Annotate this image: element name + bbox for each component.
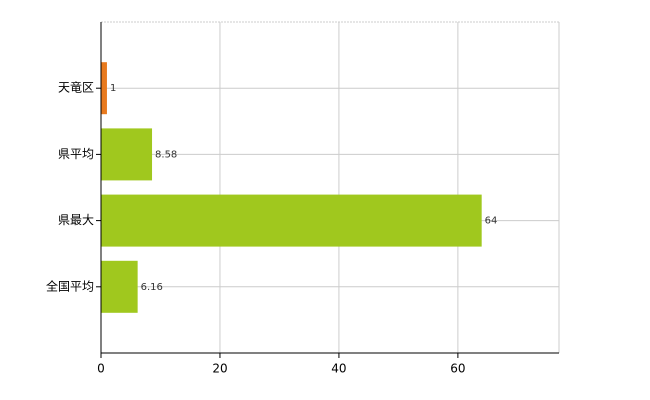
x-tick-label: 20 — [212, 362, 227, 376]
y-tick-label: 県最大 — [58, 213, 94, 227]
y-tick-label: 県平均 — [58, 147, 94, 161]
value-label: 64 — [485, 216, 498, 227]
value-label: 8.58 — [155, 149, 177, 160]
bar — [101, 194, 482, 247]
x-tick-label: 0 — [97, 362, 105, 376]
y-tick-label: 天竜区 — [58, 81, 94, 95]
x-tick-label: 60 — [450, 362, 465, 376]
value-label: 1 — [110, 83, 116, 94]
bar — [101, 128, 153, 181]
x-tick-label: 40 — [331, 362, 346, 376]
value-label: 6.16 — [141, 282, 163, 293]
bar — [101, 62, 107, 115]
y-tick-label: 全国平均 — [46, 278, 94, 293]
bar — [101, 260, 138, 313]
